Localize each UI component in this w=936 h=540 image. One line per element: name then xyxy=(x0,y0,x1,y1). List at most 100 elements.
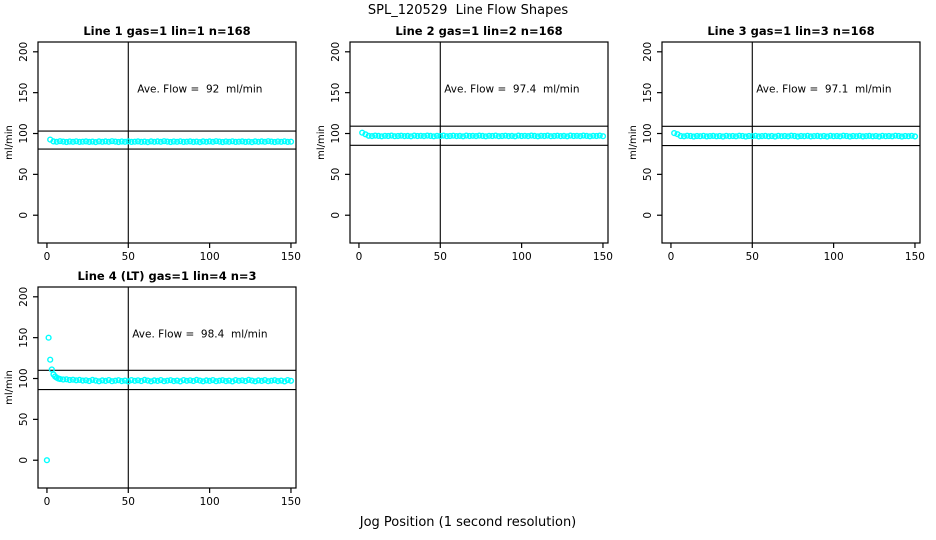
flow-point xyxy=(781,132,788,140)
flow-point xyxy=(505,133,512,140)
flow-point xyxy=(235,377,243,384)
flow-point xyxy=(248,139,256,146)
flow-point xyxy=(229,378,236,385)
flow-point xyxy=(193,376,200,384)
flow-point xyxy=(115,138,122,146)
flow-point xyxy=(671,130,678,137)
flow-point xyxy=(73,138,80,145)
flow-point xyxy=(849,132,857,140)
flow-point xyxy=(843,132,850,140)
flow-point xyxy=(89,138,96,145)
flow-point xyxy=(131,138,138,145)
flow-point xyxy=(677,132,684,140)
plot-border xyxy=(661,41,921,244)
flow-point xyxy=(807,133,814,140)
flow-point xyxy=(265,138,272,145)
flow-point xyxy=(200,378,207,385)
flow-point xyxy=(547,133,555,140)
flow-point xyxy=(840,132,847,139)
flow-point xyxy=(242,138,249,146)
y-tick-label: 150 xyxy=(18,83,30,103)
flow-point xyxy=(284,377,291,384)
flow-point xyxy=(593,132,600,140)
flow-point xyxy=(486,132,493,139)
flow-point xyxy=(362,131,369,138)
x-tick-label: 0 xyxy=(44,251,51,263)
flow-point xyxy=(118,378,125,385)
flow-point xyxy=(206,138,213,145)
flow-point xyxy=(762,132,769,140)
flow-point xyxy=(706,133,714,140)
flow-point xyxy=(710,132,717,140)
x-tick-label: 100 xyxy=(512,251,532,263)
flow-point xyxy=(281,378,288,385)
flow-point xyxy=(846,133,854,140)
flow-point xyxy=(703,133,710,140)
flow-point xyxy=(411,132,418,139)
flow-point xyxy=(456,132,463,140)
flow-point xyxy=(580,132,587,139)
flow-point xyxy=(82,377,90,384)
subplot-line3: Line 3 gas=1 lin=3 n=168 0 50 100 150 0 50 100 1… xyxy=(628,24,925,263)
flow-point xyxy=(833,132,841,140)
flow-point xyxy=(869,133,876,140)
flow-point xyxy=(232,138,239,146)
flow-point xyxy=(92,377,99,384)
flow-point xyxy=(56,138,64,145)
x-tick-label: 150 xyxy=(281,496,301,508)
flow-point xyxy=(414,132,421,140)
flow-point xyxy=(823,133,831,140)
flow-point xyxy=(567,132,574,139)
flow-point xyxy=(460,133,467,140)
flow-point xyxy=(226,377,233,384)
subplot-title: Line 1 gas=1 lin=1 n=168 xyxy=(83,24,250,38)
flow-point xyxy=(105,138,112,145)
x-axis: 0 50 100 150 xyxy=(44,243,301,263)
flow-point xyxy=(216,377,223,384)
x-axis-label: Jog Position (1 second resolution) xyxy=(359,515,577,530)
flow-point xyxy=(684,132,691,139)
flow-point xyxy=(274,138,282,145)
flow-point xyxy=(778,133,785,140)
flow-point xyxy=(440,132,447,139)
flow-point xyxy=(879,132,886,139)
flow-point xyxy=(167,377,174,384)
flow-point xyxy=(437,132,444,140)
flow-point xyxy=(196,377,204,384)
flow-point xyxy=(148,138,155,145)
flow-point xyxy=(213,138,220,145)
flow-point xyxy=(53,138,60,145)
flow-point xyxy=(115,377,122,384)
flow-point xyxy=(151,377,158,384)
flow-point xyxy=(680,133,688,140)
flow-point xyxy=(817,133,824,140)
flow-point xyxy=(187,377,194,384)
flow-point xyxy=(157,138,164,145)
flow-point xyxy=(801,133,808,140)
flow-point xyxy=(784,133,792,140)
flow-point xyxy=(570,132,577,140)
flow-point xyxy=(476,132,483,139)
flow-point xyxy=(836,133,844,140)
flow-point xyxy=(479,132,486,140)
flow-point xyxy=(203,377,210,384)
flow-point xyxy=(102,138,109,145)
flow-point xyxy=(537,132,545,139)
x-tick-label: 0 xyxy=(356,251,363,263)
flow-point xyxy=(141,138,148,145)
flow-point xyxy=(161,378,168,385)
flow-point xyxy=(902,132,909,140)
flow-point xyxy=(502,132,509,139)
data-points xyxy=(671,130,919,140)
flow-point xyxy=(252,138,259,145)
flow-point xyxy=(375,132,382,140)
y-tick-label: 50 xyxy=(18,413,30,426)
flow-point xyxy=(229,138,236,145)
flow-point xyxy=(209,138,217,145)
flow-point xyxy=(151,138,158,145)
flow-point xyxy=(200,138,207,145)
flow-point xyxy=(690,133,697,140)
flow-point xyxy=(177,138,184,145)
flow-point xyxy=(180,138,187,146)
flow-point xyxy=(768,132,775,140)
